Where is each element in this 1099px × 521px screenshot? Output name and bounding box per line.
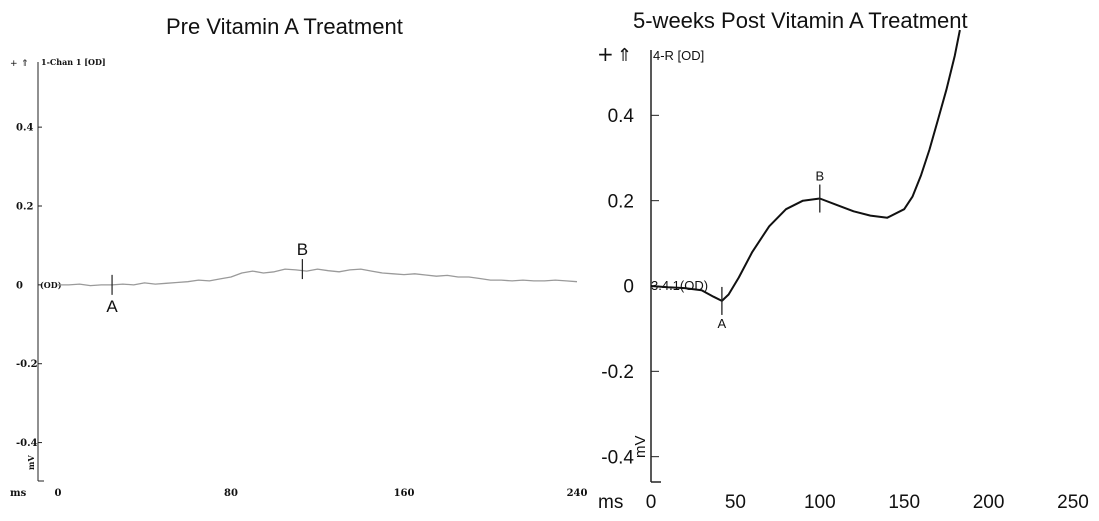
scale-plus-marker: +: [10, 59, 18, 69]
x-axis-unit: ms: [598, 492, 623, 513]
x-axis-unit: ms: [10, 488, 27, 499]
marker-label-b: B: [297, 240, 308, 259]
x-tick-label: 200: [973, 492, 1005, 513]
y-tick-label: -0.4: [16, 438, 38, 449]
series-line: [650, 29, 961, 302]
x-tick-label: 0: [55, 488, 62, 499]
y-tick-label: -0.4: [601, 447, 634, 468]
y-axis-unit: mV: [26, 455, 36, 470]
x-tick-label: 80: [224, 488, 238, 499]
x-tick-label: 160: [394, 488, 415, 499]
x-tick-label: 240: [567, 488, 588, 499]
left-chart-title: Pre Vitamin A Treatment: [166, 14, 403, 39]
y-tick-label: 0.2: [16, 202, 33, 213]
y-tick-label: -0.2: [601, 362, 634, 383]
marker-label-a: A: [718, 316, 727, 331]
x-tick-label: 250: [1057, 492, 1089, 513]
y-tick-label: 0.2: [608, 191, 634, 212]
series-line: [58, 268, 578, 287]
y-tick-label: -0.2: [16, 359, 38, 370]
right-chart-title: 5-weeks Post Vitamin A Treatment: [633, 8, 968, 33]
x-tick-label: 50: [725, 492, 746, 513]
x-tick-label: 100: [804, 492, 836, 513]
channel-label: 4-R [OD]: [653, 48, 704, 63]
marker-label-b: B: [815, 169, 824, 184]
scale-plus-marker: +: [597, 42, 614, 66]
y-tick-label: 0: [623, 277, 634, 298]
y-tick-label: 0.4: [16, 123, 33, 134]
scale-arrow-icon: ⇑: [21, 59, 29, 69]
y-axis-unit: mV: [632, 436, 649, 459]
x-tick-label: 150: [888, 492, 920, 513]
y-tick-label: 0: [16, 280, 23, 291]
scale-arrow-icon: ⇑: [617, 45, 632, 66]
y-tick-label: 0.4: [608, 106, 635, 127]
marker-label-a: A: [106, 297, 118, 316]
x-tick-label: 0: [646, 492, 657, 513]
baseline-label: (OD): [40, 280, 62, 290]
channel-label: 1-Chan 1 [OD]: [41, 57, 106, 67]
